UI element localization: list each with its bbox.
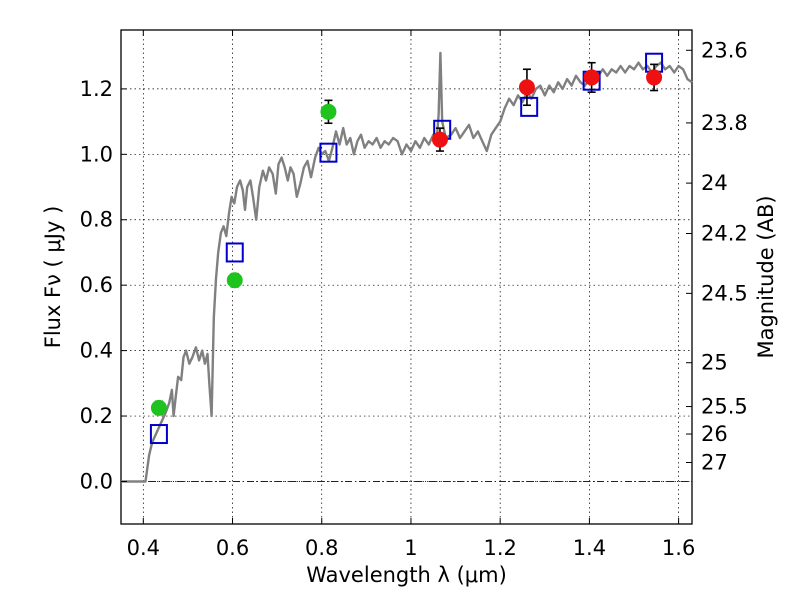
x-tick-label: 0.4 — [127, 536, 160, 560]
mag-tick-label: 24 — [701, 171, 728, 195]
x-tick-label: 1.2 — [483, 536, 516, 560]
detection-point — [431, 131, 448, 148]
model-photometry-square — [520, 96, 539, 117]
detections-layer — [150, 61, 663, 416]
sed-line-layer — [121, 51, 693, 483]
detection-point — [150, 399, 167, 416]
x-tick-label: 0.8 — [305, 536, 338, 560]
detection-point — [518, 79, 535, 96]
mag-tick-label: 25 — [701, 351, 728, 375]
y-tick-label: 0.8 — [80, 208, 113, 232]
detection-point — [320, 103, 337, 120]
y2-axis-label: Magnitude (AB) — [754, 195, 778, 358]
mag-tick-label: 27 — [701, 450, 728, 474]
mag-tick-label: 23.6 — [701, 38, 748, 62]
x-tick-label: 1 — [404, 536, 417, 560]
mag-tick-label: 26 — [701, 422, 728, 446]
y-tick-label: 1.0 — [80, 142, 113, 166]
detection-point — [646, 69, 663, 86]
x-tick-label: 1.4 — [573, 536, 606, 560]
y-tick-label: 0.4 — [80, 339, 113, 363]
y-axis-label: Flux Fν ( μJy ) — [41, 206, 65, 349]
sed-line — [121, 51, 693, 483]
detection-point — [583, 69, 600, 86]
detection-point — [226, 272, 243, 289]
x-tick-label: 0.6 — [216, 536, 249, 560]
x-tick-label: 1.6 — [662, 536, 695, 560]
y-tick-label: 1.2 — [80, 77, 113, 101]
x-axis-label: Wavelength λ (μm) — [306, 563, 507, 587]
tick-layer: 0.4 0.6 0.8 1 1.2 1.4 1.6 0.0 0.2 0.4 0.6 0.8 1.0 1.2… — [80, 30, 748, 560]
y-tick-label: 0.2 — [80, 404, 113, 428]
model-photometry-square — [225, 242, 244, 263]
y-tick-label: 0.0 — [80, 469, 113, 493]
mag-tick-label: 24.5 — [701, 281, 748, 305]
y-tick-label: 0.6 — [80, 273, 113, 297]
plot-frame — [120, 29, 693, 525]
model-photometry-square — [149, 424, 168, 445]
model-photometry-square — [319, 142, 338, 163]
mag-tick-label: 25.5 — [701, 395, 748, 419]
mag-tick-label: 24.2 — [701, 221, 748, 245]
mag-tick-label: 23.8 — [701, 111, 748, 135]
